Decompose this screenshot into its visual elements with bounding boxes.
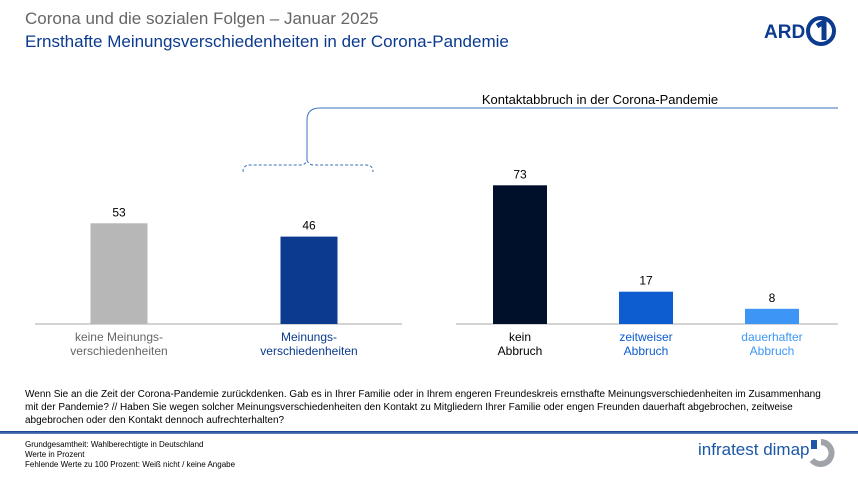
category-label: verschiedenheiten — [70, 344, 167, 358]
footer-note: Grundgesamtheit: Wahlberechtigte in Deut… — [25, 440, 204, 449]
data-label: 73 — [513, 167, 527, 181]
page-title: Corona und die sozialen Folgen – Januar … — [25, 9, 379, 28]
question-text: Wenn Sie an die Zeit der Corona-Pandemie… — [25, 389, 821, 426]
infratest-dimap-logo-icon — [809, 439, 835, 467]
bar — [619, 291, 673, 324]
category-label: Meinungs- — [281, 330, 337, 344]
category-label: kein — [509, 330, 531, 344]
bar — [745, 308, 799, 324]
footer-divider — [0, 431, 858, 434]
category-label: Abbruch — [750, 344, 795, 358]
group-bracket-line — [306, 107, 838, 158]
group-label: Kontaktabbruch in der Corona-Pandemie — [482, 92, 718, 107]
bar-chart: Kontaktabbruch in der Corona-Pandemie 53… — [35, 92, 838, 358]
data-label: 53 — [112, 205, 126, 219]
data-label: 8 — [769, 291, 776, 305]
data-label: 17 — [639, 274, 653, 288]
bar — [280, 236, 338, 324]
category-label: dauerhafter — [741, 330, 802, 344]
data-label: 46 — [302, 219, 316, 233]
category-label: Abbruch — [624, 344, 669, 358]
category-label: verschiedenheiten — [260, 344, 357, 358]
category-label: Abbruch — [498, 344, 543, 358]
bar — [90, 223, 148, 324]
category-label: zeitweiser — [619, 330, 672, 344]
ard-logo: ARD — [764, 16, 836, 46]
footer-note: Werte in Prozent — [25, 450, 85, 459]
bar — [493, 185, 547, 324]
category-label: keine Meinungs- — [75, 330, 163, 344]
group-bracket-dashed — [242, 157, 374, 173]
footer-notes: Grundgesamtheit: Wahlberechtigte in Deut… — [25, 440, 235, 470]
footer-note: Fehlende Werte zu 100 Prozent: Weiß nich… — [25, 460, 236, 469]
page-subtitle: Ernsthafte Meinungsverschiedenheiten in … — [25, 32, 509, 51]
svg-text:ARD: ARD — [764, 22, 805, 43]
infratest-dimap-logo-text: infratest dimap — [698, 440, 810, 459]
